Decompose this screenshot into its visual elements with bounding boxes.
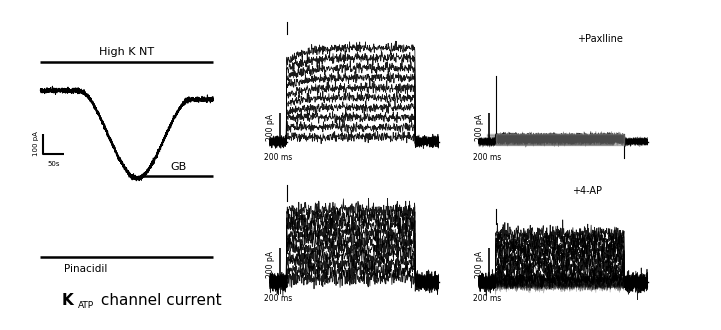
Text: 200 ms: 200 ms — [473, 294, 501, 303]
Text: +Paxlline: +Paxlline — [578, 34, 623, 44]
Text: GB: GB — [171, 162, 187, 172]
Text: ATP: ATP — [78, 301, 94, 310]
Text: +4-AP: +4-AP — [572, 186, 602, 196]
Text: 200 ms: 200 ms — [264, 153, 292, 162]
Text: 200 pA: 200 pA — [266, 251, 275, 279]
Text: K: K — [62, 293, 74, 308]
Text: 200 pA: 200 pA — [266, 114, 275, 141]
Text: 200 pA: 200 pA — [475, 251, 484, 279]
Text: 200 ms: 200 ms — [264, 294, 292, 303]
Text: 200 pA: 200 pA — [475, 114, 484, 141]
Text: 200 ms: 200 ms — [473, 153, 501, 162]
Text: Pinacidil: Pinacidil — [64, 264, 107, 274]
Text: High K NT: High K NT — [99, 47, 154, 57]
Text: channel current: channel current — [96, 293, 221, 308]
Text: 50s: 50s — [47, 161, 60, 167]
Text: 100 pA: 100 pA — [33, 132, 39, 156]
